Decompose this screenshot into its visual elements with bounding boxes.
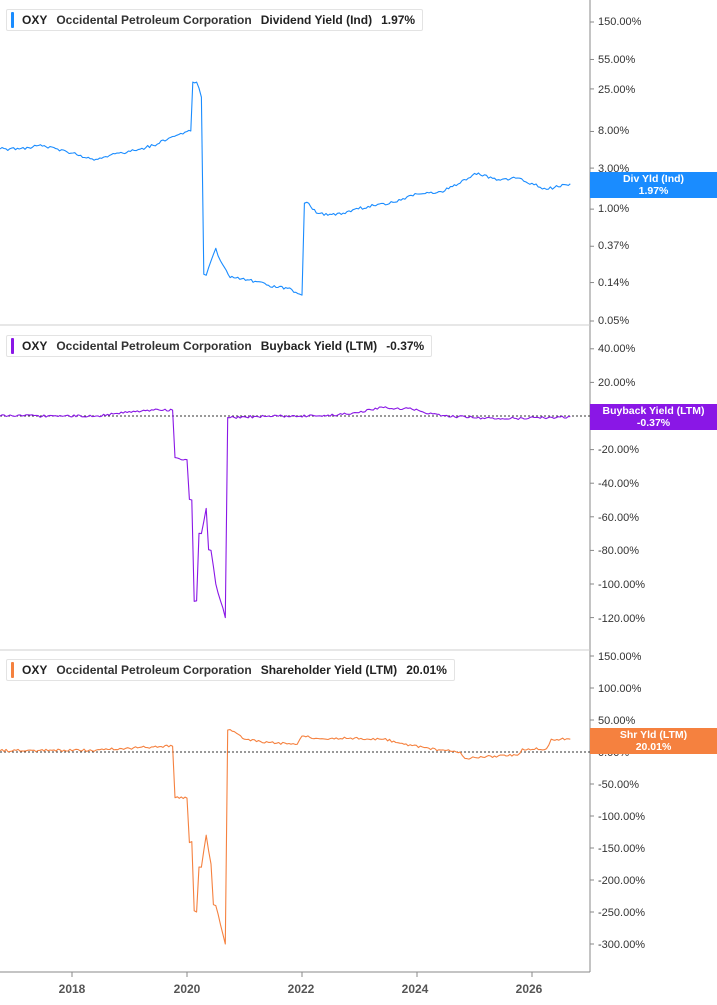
- y-tick-label: -120.00%: [598, 613, 646, 625]
- legend-series-name: Shareholder Yield (LTM): [260, 663, 398, 677]
- y-tick-label: -250.00%: [598, 907, 646, 919]
- x-tick-label: 2024: [401, 982, 429, 996]
- legend-company: Occidental Petroleum Corporation: [56, 663, 252, 677]
- legend-latest-value: 1.97%: [381, 13, 416, 27]
- legend-latest-value: -0.37%: [386, 339, 425, 353]
- y-tick-label: 20.00%: [598, 377, 636, 389]
- y-tick-label: -300.00%: [598, 939, 646, 951]
- legend-swatch-buyback: [11, 338, 14, 354]
- x-tick-label: 2020: [173, 982, 201, 996]
- badge-value: -0.37%: [636, 417, 671, 429]
- chart-lines: [0, 81, 571, 945]
- y-tick-label: 1.00%: [598, 203, 630, 215]
- y-tick-label: 150.00%: [598, 651, 642, 663]
- y-tick-label: 8.00%: [598, 125, 630, 137]
- legend-shareholder-yield: OXY Occidental Petroleum Corporation Sha…: [6, 659, 455, 681]
- value-badge-shareholder: Shr Yld (LTM) 20.01%: [590, 728, 717, 754]
- legend-company: Occidental Petroleum Corporation: [56, 13, 252, 27]
- value-badge-dividend: Div Yld (Ind) 1.97%: [590, 172, 717, 198]
- y-tick-label: -100.00%: [598, 579, 646, 591]
- y-tick-label: -40.00%: [598, 478, 639, 490]
- legend-series-name: Buyback Yield (LTM): [260, 339, 378, 353]
- series-line-buyback-yield: [0, 406, 571, 619]
- series-line-shareholder-yield: [0, 729, 571, 945]
- legend-buyback-yield: OXY Occidental Petroleum Corporation Buy…: [6, 335, 433, 357]
- y-tick-label: 100.00%: [598, 683, 642, 695]
- badge-value: 20.01%: [635, 741, 672, 753]
- chart-frame: [0, 0, 594, 977]
- series-line-dividend-yield: [0, 81, 571, 296]
- y-tick-label: -50.00%: [598, 779, 639, 791]
- legend-dividend-yield: OXY Occidental Petroleum Corporation Div…: [6, 9, 424, 31]
- y-tick-label: 0.37%: [598, 240, 630, 252]
- value-badge-buyback: Buyback Yield (LTM) -0.37%: [590, 404, 717, 430]
- y-tick-label: 150.00%: [598, 16, 642, 28]
- y-tick-label: -20.00%: [598, 444, 639, 456]
- badge-label: Shr Yld (LTM): [619, 729, 688, 741]
- legend-swatch-dividend: [11, 12, 14, 28]
- y-tick-label: 40.00%: [598, 343, 636, 355]
- legend-ticker: OXY: [22, 663, 48, 677]
- badge-value: 1.97%: [638, 185, 669, 197]
- legend-swatch-shareholder: [11, 662, 14, 678]
- y-tick-label: 0.05%: [598, 315, 630, 327]
- y-tick-label: 0.14%: [598, 277, 630, 289]
- legend-ticker: OXY: [22, 339, 48, 353]
- legend-latest-value: 20.01%: [406, 663, 447, 677]
- legend-ticker: OXY: [22, 13, 48, 27]
- x-tick-label: 2018: [58, 982, 86, 996]
- badge-label: Div Yld (Ind): [622, 173, 685, 185]
- y-tick-label: -200.00%: [598, 875, 646, 887]
- y-tick-label: 55.00%: [598, 54, 636, 66]
- y-tick-label: -60.00%: [598, 512, 639, 524]
- y-tick-label: 50.00%: [598, 715, 636, 727]
- x-tick-label: 2022: [287, 982, 315, 996]
- legend-series-name: Dividend Yield (Ind): [260, 13, 373, 27]
- x-tick-label: 2026: [515, 982, 543, 996]
- y-tick-label: 25.00%: [598, 84, 636, 96]
- y-tick-label: -100.00%: [598, 811, 646, 823]
- badge-label: Buyback Yield (LTM): [602, 405, 705, 417]
- legend-company: Occidental Petroleum Corporation: [56, 339, 252, 353]
- y-tick-label: -150.00%: [598, 843, 646, 855]
- y-tick-label: -80.00%: [598, 545, 639, 557]
